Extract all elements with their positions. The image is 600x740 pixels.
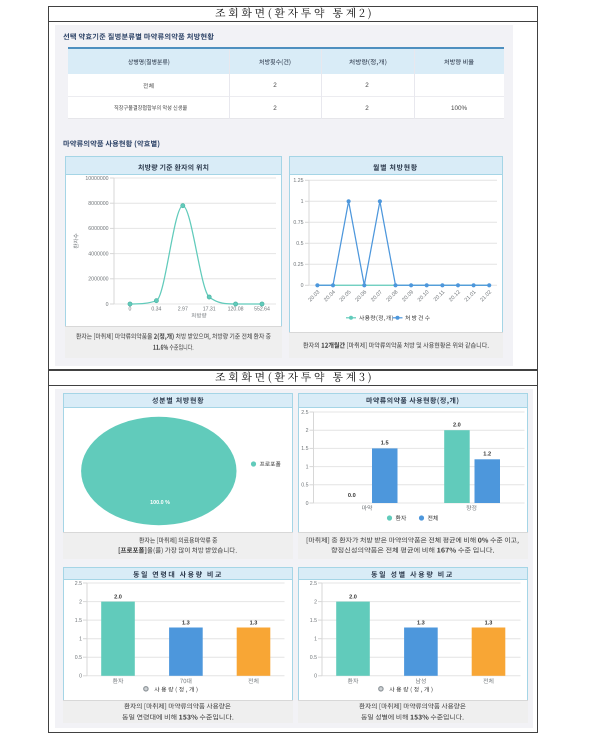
svg-text:120.08: 120.08 <box>228 307 244 313</box>
svg-text:20.04: 20.04 <box>323 289 337 303</box>
svg-text:1.3: 1.3 <box>484 621 492 627</box>
svg-text:2.97: 2.97 <box>178 307 188 313</box>
svg-text:1.3: 1.3 <box>417 621 425 627</box>
svg-text:21.02: 21.02 <box>479 289 493 303</box>
svg-text:0: 0 <box>314 674 317 680</box>
svg-text:2.0: 2.0 <box>114 595 122 601</box>
svg-text:0.5: 0.5 <box>75 655 82 661</box>
svg-text:1: 1 <box>314 637 317 643</box>
svg-text:2: 2 <box>305 428 308 434</box>
svg-text:100.0 %: 100.0 % <box>150 500 170 506</box>
svg-text:8000000: 8000000 <box>88 201 108 207</box>
svg-text:2.0: 2.0 <box>349 595 357 601</box>
svg-text:0.5: 0.5 <box>301 483 308 489</box>
svg-text:0.0: 0.0 <box>347 493 355 499</box>
svg-text:20.11: 20.11 <box>432 289 446 303</box>
svg-text:1.25: 1.25 <box>293 178 303 184</box>
svg-text:1: 1 <box>79 637 82 643</box>
svg-text:20.12: 20.12 <box>448 289 462 303</box>
svg-text:20.09: 20.09 <box>401 289 415 303</box>
svg-text:1.3: 1.3 <box>250 621 258 627</box>
svg-text:20.08: 20.08 <box>385 289 399 303</box>
svg-text:2.0: 2.0 <box>453 423 461 429</box>
svg-text:20.05: 20.05 <box>338 289 352 303</box>
svg-text:20.06: 20.06 <box>354 289 368 303</box>
svg-text:0.25: 0.25 <box>293 262 303 268</box>
svg-text:0: 0 <box>305 501 308 507</box>
svg-text:0: 0 <box>79 674 82 680</box>
svg-text:1.5: 1.5 <box>301 446 308 452</box>
svg-text:0: 0 <box>106 302 109 308</box>
svg-text:1.2: 1.2 <box>483 452 491 458</box>
svg-text:1: 1 <box>300 199 303 205</box>
svg-text:2.5: 2.5 <box>75 581 82 587</box>
svg-text:1: 1 <box>305 464 308 470</box>
svg-text:2.5: 2.5 <box>309 581 316 587</box>
svg-text:0.5: 0.5 <box>296 241 303 247</box>
svg-text:1.5: 1.5 <box>309 618 316 624</box>
svg-text:20.03: 20.03 <box>307 289 321 303</box>
svg-text:21.01: 21.01 <box>463 289 477 303</box>
svg-text:2.5: 2.5 <box>301 410 308 416</box>
svg-text:0: 0 <box>300 283 303 289</box>
svg-text:20.07: 20.07 <box>370 289 384 303</box>
svg-text:1.5: 1.5 <box>75 618 82 624</box>
svg-text:1.5: 1.5 <box>380 441 388 447</box>
svg-text:6000000: 6000000 <box>88 226 108 232</box>
svg-text:2: 2 <box>79 599 82 605</box>
svg-text:0: 0 <box>129 307 132 313</box>
svg-text:0.34: 0.34 <box>151 307 161 313</box>
svg-text:0.5: 0.5 <box>309 655 316 661</box>
svg-text:0.75: 0.75 <box>293 220 303 226</box>
svg-text:17.31: 17.31 <box>203 307 216 313</box>
svg-text:2000000: 2000000 <box>88 277 108 283</box>
svg-text:1.3: 1.3 <box>182 621 190 627</box>
svg-text:10000000: 10000000 <box>85 176 108 182</box>
svg-text:20.10: 20.10 <box>416 289 430 303</box>
svg-text:552.64: 552.64 <box>254 307 270 313</box>
svg-text:4000000: 4000000 <box>88 251 108 257</box>
svg-text:2: 2 <box>314 599 317 605</box>
